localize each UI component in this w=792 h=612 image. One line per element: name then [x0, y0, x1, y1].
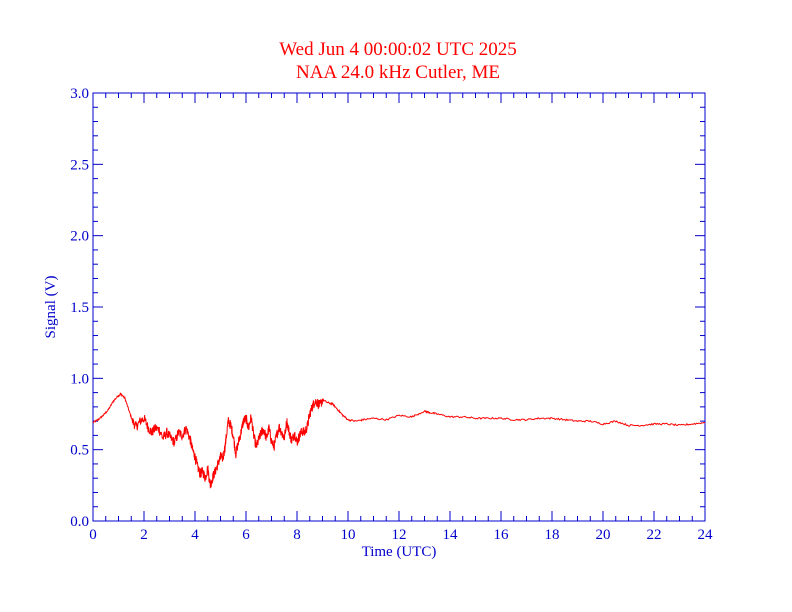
x-tick-label: 0: [89, 527, 97, 543]
y-tick-label: 1.5: [70, 300, 89, 316]
x-tick-label: 12: [392, 527, 407, 543]
y-tick-label: 2.0: [70, 229, 89, 245]
tick-labels: 0 2 4 6 8 10 12 14 16 18 20 22 240.00.51.01.52.02.53…: [70, 86, 713, 543]
y-tick-label: 3.0: [70, 86, 89, 102]
x-tick-label: 22: [647, 527, 662, 543]
y-tick-label: 0.0: [70, 514, 89, 530]
plot-frame: [92, 92, 706, 522]
y-axis-label: Signal (V): [43, 276, 59, 339]
y-tick-label: 2.5: [70, 157, 89, 173]
x-tick-label: 2: [140, 527, 148, 543]
x-tick-label: 6: [242, 527, 250, 543]
y-tick-label: 1.0: [70, 371, 89, 387]
x-tick-label: 16: [494, 527, 510, 543]
x-tick-label: 20: [596, 527, 611, 543]
x-tick-label: 4: [191, 527, 199, 543]
chart-title: Wed Jun 4 00:00:02 UTC 2025: [279, 39, 517, 60]
x-tick-label: 10: [341, 527, 356, 543]
x-tick-label: 14: [443, 527, 459, 543]
y-tick-label: 0.5: [70, 443, 89, 459]
chart-subtitle: NAA 24.0 kHz Cutler, ME: [296, 62, 500, 83]
x-tick-label: 24: [698, 527, 714, 543]
signal-series-line: [92, 392, 706, 489]
x-tick-label: 8: [293, 527, 301, 543]
axis-ticks: [92, 92, 706, 522]
x-axis-label: Time (UTC): [362, 544, 437, 560]
x-tick-label: 18: [545, 527, 560, 543]
